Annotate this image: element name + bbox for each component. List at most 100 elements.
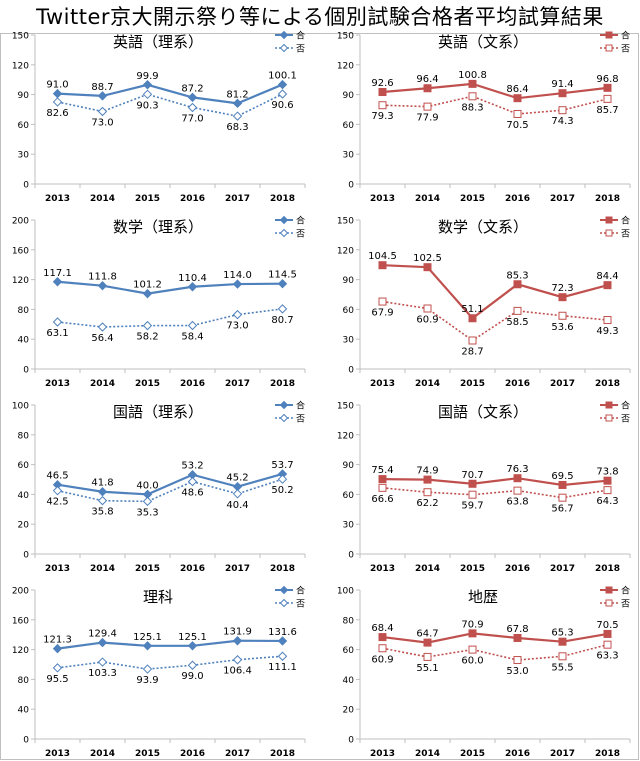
legend-label-pass: 合 [621,30,630,42]
data-label-fail: 42.5 [46,497,68,508]
data-point-fail [187,102,198,113]
data-label-pass: 121.3 [43,635,72,646]
data-point-fail [52,317,63,327]
legend-marker-fail [605,414,613,422]
data-label-fail: 77.9 [416,113,438,124]
data-label-fail: 53.6 [551,322,573,333]
chart-title: 国語（文系） [438,403,528,421]
series-line-fail [382,487,608,499]
data-point-pass [52,643,63,654]
page-title: Twitter京大開示祭り等による個別試験合格者平均試算結果 [36,5,604,29]
y-tick-label: 100 [337,587,354,597]
data-point-fail [97,322,108,332]
data-point-pass [603,476,612,485]
legend-label-fail: 否 [621,229,630,240]
y-tick-label: 40 [18,491,30,501]
y-tick-label: 30 [343,336,355,346]
data-label-fail: 64.3 [596,496,618,507]
data-label-pass: 96.4 [416,74,438,85]
x-tick-label: 2014 [90,379,115,389]
data-label-fail: 73.0 [91,117,113,128]
chart-panel-4: 0 30 60 90 120 150 2013 2014 2015 2016 2017 2018 数学（… [337,215,631,389]
y-tick-label: 80 [18,306,30,316]
data-label-fail: 82.6 [46,108,68,119]
chart-title: 数学（理系） [113,218,203,236]
legend-label-fail: 否 [621,414,630,425]
y-tick-label: 0 [348,181,354,191]
data-label-fail: 35.8 [91,507,113,518]
data-point-fail [187,320,198,331]
data-point-fail [558,106,567,115]
y-tick-label: 90 [343,91,355,101]
x-tick-label: 2018 [270,379,295,389]
data-label-pass: 69.5 [551,471,573,482]
data-point-pass [378,261,387,270]
y-tick-label: 30 [343,151,355,161]
y-tick-label: 60 [343,646,355,656]
data-label-pass: 110.4 [178,273,207,284]
legend-marker-pass [605,31,613,39]
data-point-fail [468,490,477,499]
data-point-fail [558,493,567,502]
data-label-pass: 74.9 [416,466,438,477]
data-label-pass: 96.8 [596,74,618,85]
data-label-fail: 74.3 [551,116,573,127]
x-tick-label: 2016 [180,194,205,204]
x-tick-label: 2013 [370,379,395,389]
x-tick-label: 2016 [505,564,530,574]
x-tick-label: 2015 [460,749,485,759]
legend-marker-pass [605,586,613,594]
data-point-pass [142,80,153,90]
series-line-pass [57,280,283,295]
y-tick-label: 30 [343,521,355,531]
data-label-fail: 60.9 [371,654,393,665]
data-label-pass: 72.3 [551,283,573,294]
y-tick-label: 120 [337,431,354,441]
legend-label-fail: 否 [296,44,305,55]
data-label-pass: 99.9 [136,71,158,82]
data-point-fail [52,97,63,107]
chart-panel-8: 0 20 40 60 80 100 2013 2014 2015 2016 2017 2018 地歴 合否… [337,585,631,759]
data-point-fail [97,657,108,667]
data-point-pass [277,79,288,90]
data-label-fail: 93.9 [136,675,158,686]
data-point-fail [603,94,612,103]
data-label-fail: 60.9 [416,315,438,326]
legend-label-pass: 合 [296,585,305,597]
data-label-pass: 131.9 [223,627,252,638]
y-tick-label: 120 [12,646,29,656]
data-label-fail: 48.6 [181,488,203,499]
data-point-pass [603,83,612,92]
x-tick-label: 2018 [595,194,620,204]
x-tick-label: 2017 [550,564,575,574]
data-point-pass [52,88,63,99]
data-label-fail: 70.5 [506,120,528,131]
legend-marker-pass [605,216,613,224]
data-label-fail: 50.2 [271,485,293,496]
data-label-pass: 117.1 [43,268,72,279]
chart-title: 国語（理系） [113,403,203,421]
data-label-fail: 60.0 [461,656,483,667]
series-line-fail [57,308,283,328]
data-label-pass: 100.1 [268,71,297,82]
y-tick-label: 160 [12,616,29,626]
data-point-fail [277,651,288,661]
data-label-fail: 73.0 [226,321,248,332]
chart-title: 地歴 [468,588,498,606]
legend-marker-fail [279,43,289,53]
x-tick-label: 2014 [415,749,440,759]
legend-marker-fail [605,229,613,237]
y-tick-label: 0 [348,366,354,376]
data-point-fail [52,485,63,496]
chart-panel-1: 0 30 60 90 120 150 2013 2014 2015 2016 2017 2018 英語（… [12,30,306,204]
data-label-pass: 125.1 [133,632,162,643]
x-tick-label: 2015 [460,194,485,204]
series-line-pass [57,472,283,496]
legend-marker-pass [279,215,289,225]
y-tick-label: 120 [12,276,29,286]
data-point-pass [423,638,432,647]
x-tick-label: 2018 [270,564,295,574]
series-line-pass [382,82,608,100]
data-point-pass [277,636,288,646]
